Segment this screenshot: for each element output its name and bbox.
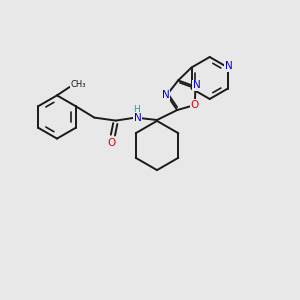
Text: H: H xyxy=(134,105,140,114)
Text: N: N xyxy=(134,112,142,123)
Text: N: N xyxy=(225,61,233,71)
Text: N: N xyxy=(162,91,170,100)
Text: O: O xyxy=(191,100,199,110)
Text: CH₃: CH₃ xyxy=(70,80,86,89)
Text: O: O xyxy=(108,138,116,148)
Text: N: N xyxy=(193,80,200,91)
